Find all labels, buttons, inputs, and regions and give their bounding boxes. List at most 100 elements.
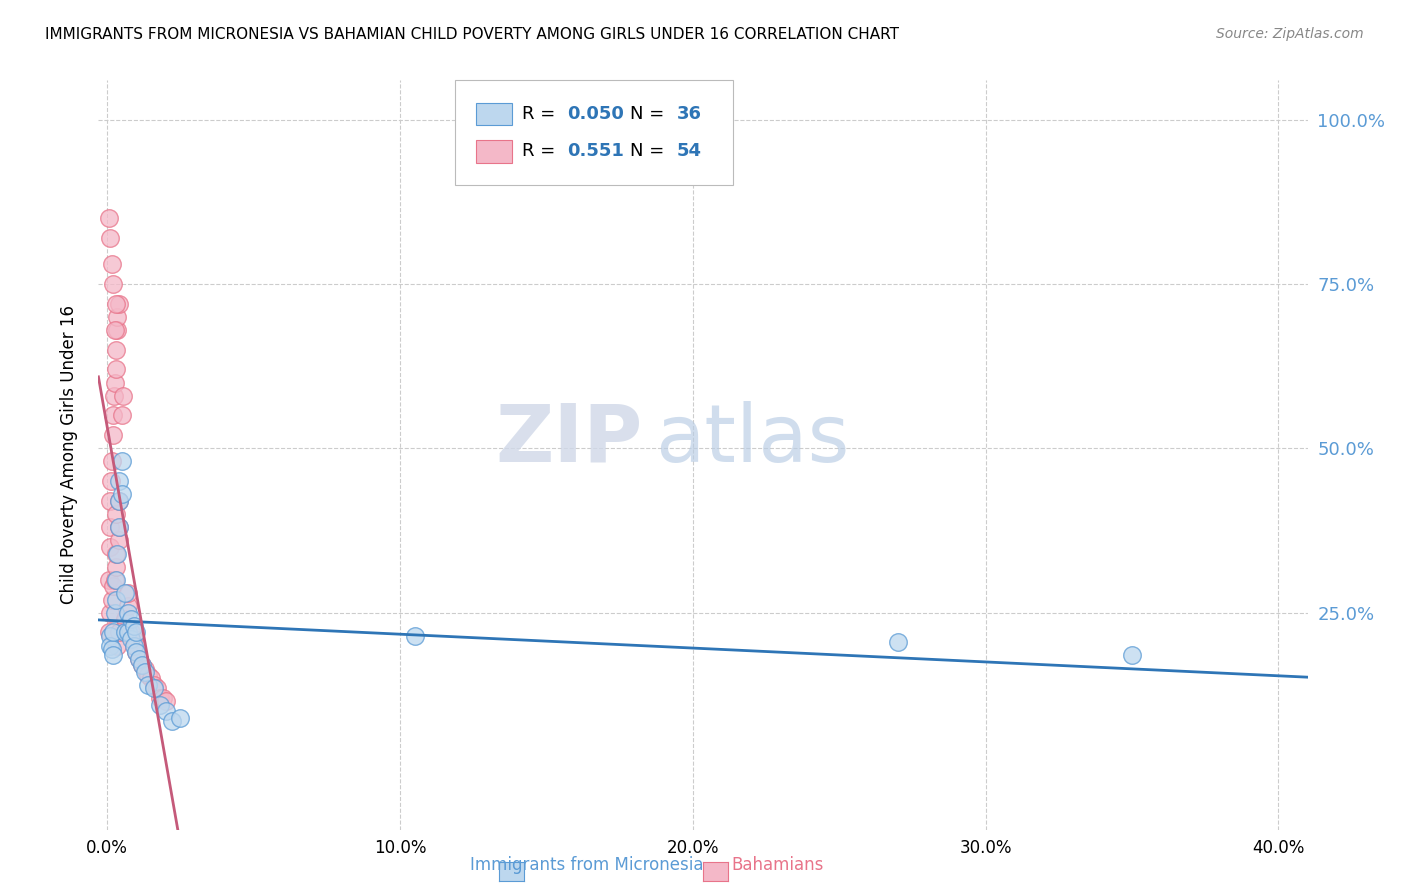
Point: [125, 639, 148, 653]
Point: [97, 573, 120, 587]
Text: 0.551: 0.551: [568, 143, 624, 161]
Point: [160, 714, 183, 728]
Point: [98, 494, 121, 508]
Point: [122, 619, 145, 633]
Point: [101, 648, 124, 663]
Point: [886, 635, 908, 649]
Point: [146, 681, 169, 696]
Point: [120, 632, 142, 646]
Point: [98, 629, 121, 643]
Point: [108, 297, 131, 311]
Point: [125, 625, 148, 640]
Text: IMMIGRANTS FROM MICRONESIA VS BAHAMIAN CHILD POVERTY AMONG GIRLS UNDER 16 CORREL: IMMIGRANTS FROM MICRONESIA VS BAHAMIAN C…: [45, 27, 898, 42]
Point: [104, 592, 127, 607]
Point: [108, 625, 131, 640]
Point: [125, 645, 148, 659]
Point: [128, 651, 150, 665]
Point: [134, 661, 156, 675]
Point: [112, 389, 135, 403]
Point: [104, 343, 127, 357]
FancyBboxPatch shape: [475, 103, 512, 125]
Point: [404, 629, 426, 643]
Point: [103, 573, 125, 587]
Point: [117, 586, 139, 600]
Point: [120, 625, 142, 640]
Point: [100, 454, 122, 468]
Point: [97, 211, 120, 226]
Point: [117, 606, 139, 620]
Point: [100, 257, 122, 271]
Point: [108, 520, 131, 534]
Point: [139, 672, 162, 686]
Point: [114, 625, 136, 640]
Text: Bahamians: Bahamians: [731, 855, 824, 873]
Point: [104, 573, 127, 587]
Point: [100, 592, 122, 607]
Point: [104, 507, 127, 521]
Point: [100, 474, 122, 488]
Point: [107, 547, 129, 561]
Point: [108, 494, 131, 508]
Point: [107, 310, 129, 324]
Point: [117, 625, 139, 640]
Point: [111, 454, 134, 468]
Point: [108, 533, 131, 548]
Y-axis label: Child Poverty Among Girls Under 16: Child Poverty Among Girls Under 16: [59, 305, 77, 605]
Point: [169, 711, 191, 725]
Point: [101, 277, 124, 291]
Point: [143, 681, 166, 696]
Point: [100, 641, 122, 656]
Point: [98, 520, 121, 534]
Point: [152, 691, 174, 706]
Text: R =: R =: [522, 143, 567, 161]
Point: [104, 547, 127, 561]
Text: Source: ZipAtlas.com: Source: ZipAtlas.com: [1216, 27, 1364, 41]
Point: [114, 586, 136, 600]
Point: [134, 665, 156, 679]
Point: [128, 651, 150, 665]
Text: 36: 36: [676, 105, 702, 123]
Point: [122, 639, 145, 653]
Point: [131, 658, 153, 673]
Text: N =: N =: [630, 105, 671, 123]
Text: atlas: atlas: [655, 401, 849, 479]
Point: [104, 362, 127, 376]
Point: [105, 323, 128, 337]
Point: [97, 625, 120, 640]
Point: [111, 409, 134, 423]
Point: [1121, 648, 1143, 663]
Point: [103, 376, 125, 390]
Point: [125, 645, 148, 659]
Point: [98, 231, 121, 245]
Point: [98, 540, 121, 554]
Point: [101, 409, 124, 423]
Point: [101, 579, 124, 593]
Point: [136, 668, 159, 682]
Point: [155, 694, 177, 708]
FancyBboxPatch shape: [475, 140, 512, 162]
Point: [143, 678, 166, 692]
Point: [108, 474, 131, 488]
Point: [101, 625, 124, 640]
Point: [120, 612, 142, 626]
Point: [149, 698, 172, 712]
Point: [98, 639, 121, 653]
Point: [108, 520, 131, 534]
Point: [98, 606, 121, 620]
Point: [101, 428, 124, 442]
Point: [114, 625, 136, 640]
Point: [117, 599, 139, 613]
Point: [104, 559, 127, 574]
FancyBboxPatch shape: [456, 80, 734, 186]
Point: [131, 658, 153, 673]
Point: [103, 323, 125, 337]
Text: 54: 54: [676, 143, 702, 161]
Text: Immigrants from Micronesia: Immigrants from Micronesia: [470, 855, 703, 873]
Point: [104, 297, 127, 311]
Text: R =: R =: [522, 105, 561, 123]
Point: [136, 678, 159, 692]
Point: [122, 632, 145, 646]
Point: [103, 389, 125, 403]
Point: [108, 494, 131, 508]
Text: N =: N =: [630, 143, 671, 161]
